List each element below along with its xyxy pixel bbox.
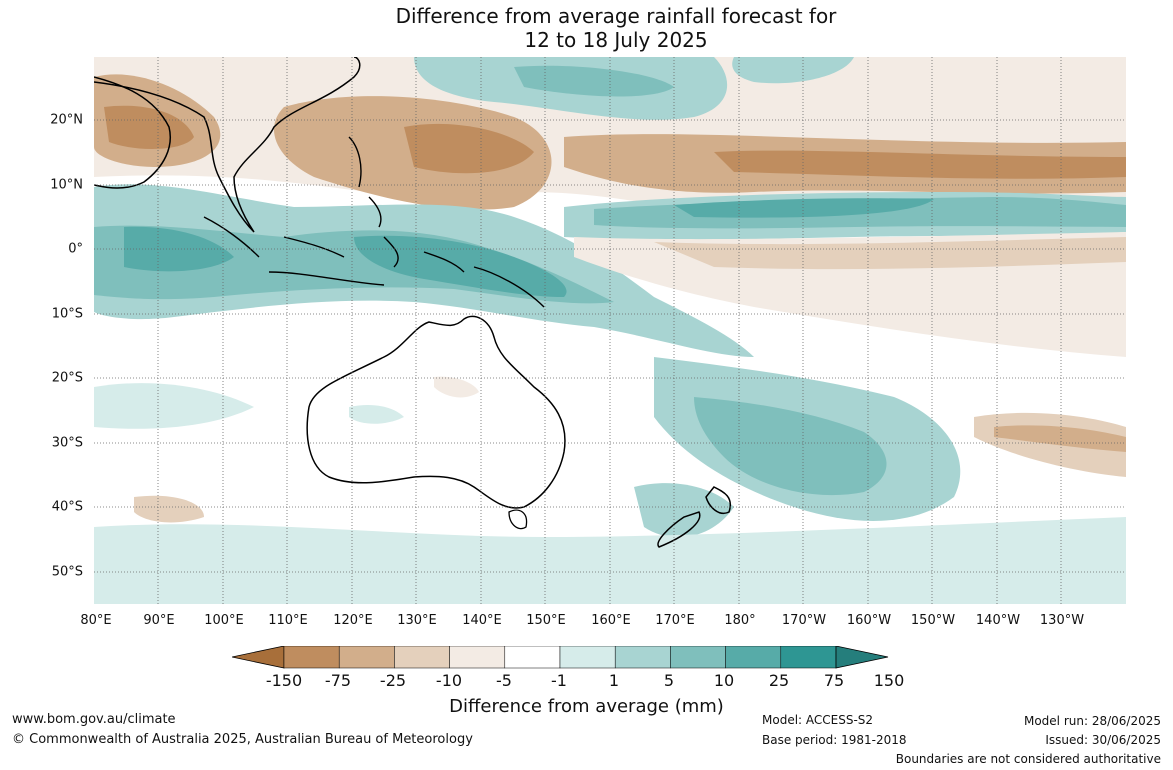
lon-label-180: 180° — [724, 613, 756, 628]
cbar-tick-label: -75 — [324, 671, 352, 690]
lat-label-20n: 20°N — [50, 112, 83, 128]
colorbar-swatch — [449, 646, 506, 669]
cbar-tick-label: -5 — [496, 671, 512, 690]
lat-label-50s: 50°S — [51, 564, 83, 580]
colorbar-swatch — [559, 646, 616, 669]
colorbar-swatch — [725, 646, 782, 669]
lon-label-130e: 130°E — [397, 613, 437, 628]
colorbar-swatch — [338, 646, 395, 669]
cbar-tick-label: -1 — [551, 671, 567, 690]
cbar-tick-label: 1 — [608, 671, 620, 690]
colorbar-swatch — [283, 646, 340, 669]
copyright-text: © Commonwealth of Australia 2025, Austra… — [12, 732, 473, 747]
lon-label-140e: 140°E — [462, 613, 502, 628]
colorbar-swatch — [394, 646, 450, 669]
disclaimer-text: Boundaries are not considered authoritat… — [895, 752, 1161, 766]
lon-label-160e: 160°E — [591, 613, 631, 628]
lon-label-150e: 150°E — [526, 613, 566, 628]
colorbar — [232, 646, 889, 669]
colorbar-swatch — [504, 646, 561, 669]
cbar-tick-label: 150 — [873, 671, 905, 690]
base-period-text: Base period: 1981-2018 — [762, 733, 907, 747]
lat-label-10s: 10°S — [51, 306, 83, 322]
colorbar-swatch — [670, 646, 726, 669]
map-title: Difference from average rainfall forecas… — [0, 4, 1173, 52]
colorbar-swatch — [780, 646, 837, 669]
lon-label-110e: 110°E — [268, 613, 308, 628]
lon-label-150w: 150°W — [910, 613, 956, 628]
cbar-tick-label: -10 — [435, 671, 463, 690]
title-line-2: 12 to 18 July 2025 — [524, 28, 708, 52]
lat-label-equator: 0° — [68, 241, 83, 257]
colorbar-arrow-left — [232, 646, 285, 669]
lon-label-80e: 80°E — [80, 613, 112, 628]
website-text: www.bom.gov.au/climate — [12, 712, 176, 727]
lat-label-30s: 30°S — [51, 435, 83, 451]
colorbar-swatch — [614, 646, 671, 669]
lon-label-170w: 170°W — [781, 613, 827, 628]
issued-text: Issued: 30/06/2025 — [1045, 733, 1161, 747]
lon-label-90e: 90°E — [143, 613, 175, 628]
map-svg — [94, 57, 1126, 604]
cbar-tick-label: -150 — [265, 671, 303, 690]
lon-label-120e: 120°E — [333, 613, 373, 628]
title-line-1: Difference from average rainfall forecas… — [395, 4, 837, 28]
lat-label-10n: 10°N — [50, 177, 83, 193]
rainfall-anomaly-map — [94, 57, 1126, 604]
colorbar-arrow-right — [835, 646, 889, 669]
colorbar-title: Difference from average (mm) — [449, 696, 724, 717]
cbar-tick-label: 5 — [663, 671, 675, 690]
cbar-tick-label: 25 — [768, 671, 790, 690]
model-text: Model: ACCESS-S2 — [762, 713, 874, 727]
lon-label-140w: 140°W — [975, 613, 1021, 628]
lat-label-40s: 40°S — [51, 499, 83, 515]
lon-label-130w: 130°W — [1039, 613, 1085, 628]
cbar-tick-label: 10 — [713, 671, 735, 690]
model-run-text: Model run: 28/06/2025 — [1023, 714, 1161, 728]
lon-label-100e: 100°E — [204, 613, 244, 628]
cbar-tick-label: -25 — [379, 671, 407, 690]
lon-label-160w: 160°W — [846, 613, 892, 628]
lat-label-20s: 20°S — [51, 370, 83, 386]
cbar-tick-label: 75 — [823, 671, 845, 690]
lon-label-170e: 170°E — [655, 613, 695, 628]
